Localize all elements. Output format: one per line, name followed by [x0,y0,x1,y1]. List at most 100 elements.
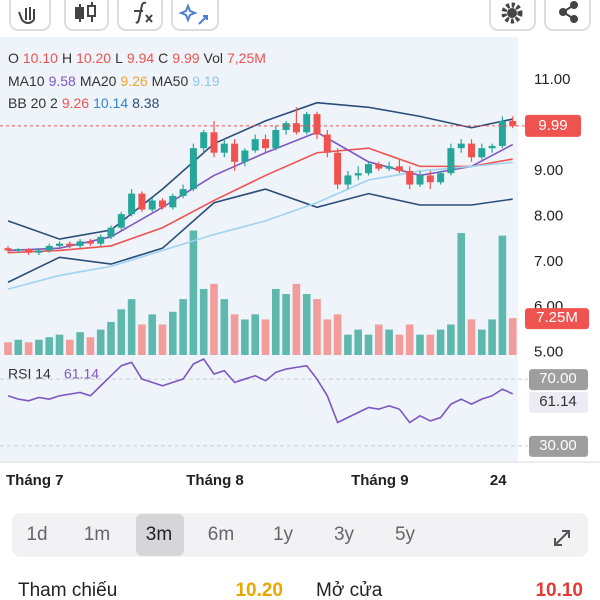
period-option[interactable]: 3m [146,524,172,545]
candle-body [4,248,12,251]
info-label: C [158,50,169,66]
period-option[interactable]: 6m [208,524,234,545]
volume-bar [333,314,342,355]
volume-bar [272,288,280,355]
rsi-title: RSI 14 [8,366,51,382]
candle-body [509,120,517,126]
candle-body [128,193,136,215]
info-value: 9.26 [120,72,148,89]
last-price-label: 9.99 [538,117,567,134]
y-tick-label: 7.00 [534,253,563,270]
share-button[interactable] [544,0,591,31]
volume-bar [457,233,465,355]
candle-body [148,200,156,210]
candle-body [159,200,166,208]
candle-body [303,114,311,133]
candle-body [231,143,239,162]
candle-body [262,139,269,149]
candle-icon-body [75,7,84,19]
candle-body [14,249,22,251]
info-value: 9.99 [172,50,200,66]
info-row: MA10 9.58 MA20 9.26 MA50 9.19 [8,70,270,93]
volume-bar [199,288,208,355]
candle-body [220,143,228,153]
candle-body [375,164,383,169]
candle-body [478,148,486,158]
reference-value: 10.20 [235,580,283,600]
candle-body [416,175,424,185]
chart-background [0,37,518,462]
expand-icon[interactable] [554,530,570,546]
info-row: O 10.10 H 10.20 L 9.94 C 9.99 Vol 7,25M [8,47,270,70]
candle-body [189,148,197,190]
volume-bar [488,319,496,355]
volume-last-label: 7.25M [536,309,578,326]
y-tick-label: 11.00 [534,71,570,88]
candle-button[interactable] [64,0,109,31]
volume-bar [385,329,393,355]
volume-bar [24,342,33,355]
rsi-line [7,357,514,424]
volume-bar [251,314,259,355]
ai-button[interactable] [171,0,219,31]
volume-bar [478,329,486,355]
volume-bar [323,319,332,355]
candle-body [210,132,218,153]
info-label: BB 20 2 [8,95,58,111]
volume-bar [241,319,249,355]
info-value: 9.94 [126,50,155,66]
candle-body [437,173,445,183]
volume-bar [148,314,156,355]
info-value: 9.26 [61,95,90,111]
info-label: O [8,50,19,66]
function-icon [134,1,153,24]
candle-body [344,175,352,185]
volume-bar [375,324,383,355]
candle-body [107,227,115,237]
period-option[interactable]: 3y [334,524,355,545]
x-tick-label: 24 [490,472,507,489]
volume-bar [179,299,187,355]
y-tick-label: 8.00 [534,207,563,224]
candle-body [313,114,321,135]
volume-bar [344,334,352,355]
period-option[interactable]: 1m [84,524,110,545]
volume-bar [210,283,218,355]
volume-bar [117,309,126,355]
candle-icon-body [87,5,96,17]
info-label: MA10 [8,72,45,89]
y-tick-label: 5.00 [534,344,563,361]
info-value: 8.38 [132,95,160,111]
candle-body [498,120,506,146]
volume-bar [354,329,362,355]
rsi-last-box [529,391,588,413]
period-option[interactable]: 5y [395,524,416,545]
volume-bar [405,324,414,355]
period-option[interactable]: 1d [26,524,47,545]
volume-bar [436,329,445,355]
rsi-last-label: 61.14 [539,393,577,410]
candle-body [354,173,362,176]
function-button[interactable] [117,0,163,31]
info-value: 9.58 [48,72,76,89]
settings-icon [501,2,523,24]
candle-body [292,123,300,133]
x-tick-label: Tháng 9 [351,472,409,489]
hand-button[interactable] [9,0,51,31]
candle-body [241,150,249,162]
info-label: Vol [203,50,223,66]
candle-body [457,143,465,149]
period-option[interactable]: 1y [273,524,294,545]
settings-button[interactable] [489,0,536,31]
open-value: 10.10 [535,580,583,600]
candle-body [76,241,84,246]
info-value: 10.20 [76,50,112,66]
volume-bar [498,235,507,355]
volume-bar [302,294,311,355]
volume-bar [96,329,105,355]
volume-last-box [525,308,589,330]
candle-body [97,236,105,244]
candle-body [488,145,496,149]
volume-bar [127,299,136,355]
candle-body [385,166,393,169]
